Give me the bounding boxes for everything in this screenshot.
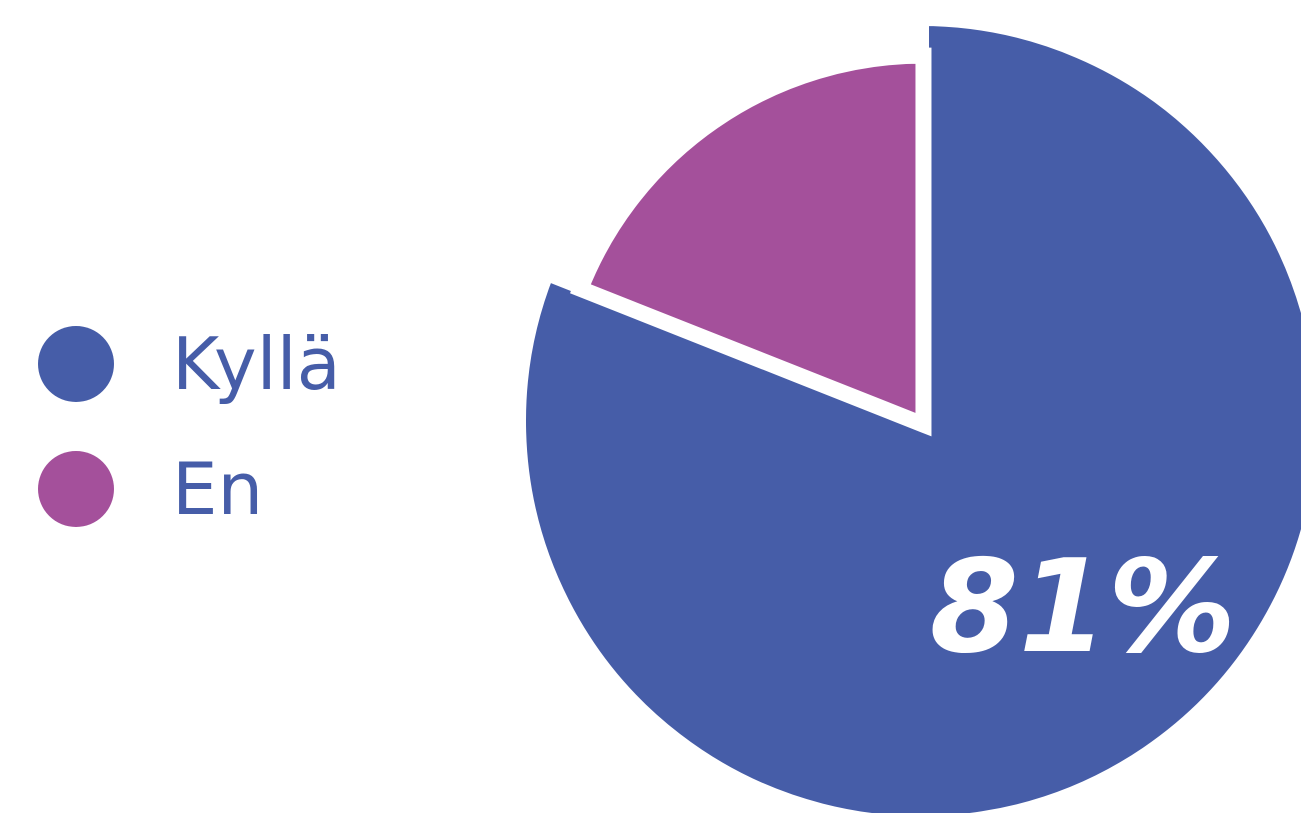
legend-label-en: En	[172, 447, 264, 531]
legend-item-kylla: Kyllä	[38, 324, 341, 404]
legend-swatch-en	[38, 451, 114, 527]
data-label-kylla: 81%	[930, 533, 1236, 682]
legend-swatch-kylla	[38, 326, 114, 402]
legend-item-en: En	[38, 449, 341, 529]
pie-slice-en	[569, 47, 932, 437]
legend-label-kylla: Kyllä	[172, 322, 341, 406]
chart-legend: Kyllä En	[38, 324, 341, 529]
pie-slice-kylla	[510, 9, 1301, 813]
